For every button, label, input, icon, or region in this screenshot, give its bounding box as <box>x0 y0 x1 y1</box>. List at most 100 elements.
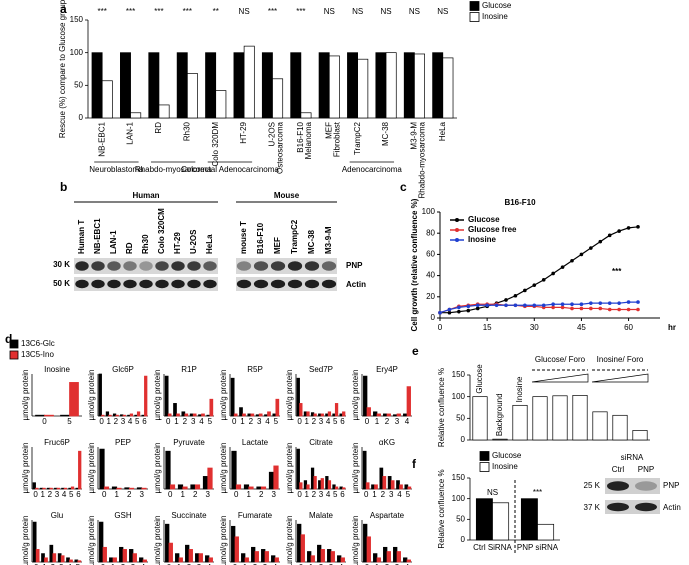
category-label: 2 <box>114 417 119 426</box>
bar <box>264 551 269 563</box>
bar <box>198 414 202 417</box>
category-label: 1 <box>243 563 248 565</box>
bar <box>374 484 378 490</box>
lane-label: MC-38 <box>307 229 316 254</box>
bar <box>190 484 196 490</box>
y-tick-label: 20 <box>426 292 435 301</box>
category-label: 1 <box>111 563 116 565</box>
chart-title: αKG <box>379 438 395 447</box>
legend-swatch <box>455 238 459 242</box>
bar <box>396 551 401 563</box>
category-label: 4 <box>265 417 270 426</box>
point <box>607 307 612 312</box>
legend-label: Glucose <box>468 215 500 224</box>
bar <box>347 52 359 119</box>
band <box>270 279 286 289</box>
band <box>187 279 201 289</box>
bar <box>233 52 245 119</box>
category-label: 3 <box>131 563 136 565</box>
category-label: 4 <box>62 490 67 499</box>
bar <box>300 112 312 119</box>
chart-title: Inosine <box>44 365 70 374</box>
marker-label: 37 K <box>584 503 601 512</box>
bar <box>201 413 205 417</box>
chart-title: Lactate <box>242 438 269 447</box>
annotation: *** <box>612 267 622 276</box>
category-label: 0 <box>34 563 39 565</box>
category-label: 3 <box>55 490 60 499</box>
bar <box>99 521 104 563</box>
band <box>171 279 185 289</box>
lane-label: U-2OS <box>189 229 198 254</box>
bar <box>334 486 339 490</box>
bar <box>260 486 267 490</box>
blot <box>236 258 337 274</box>
category-label: 2 <box>48 490 53 499</box>
point <box>617 229 621 233</box>
chart-title: Citrate <box>309 438 333 447</box>
bar <box>572 395 588 441</box>
category-label: Inosine <box>515 376 524 402</box>
bar <box>91 52 103 119</box>
point <box>570 302 574 307</box>
category-label: 3 <box>197 563 202 565</box>
bar <box>379 467 384 490</box>
category-label: M3-9-M <box>410 122 419 150</box>
bar <box>318 480 322 490</box>
point <box>607 301 612 305</box>
point <box>504 303 508 308</box>
category-label: 5 <box>406 490 411 499</box>
category-label: 0 <box>234 490 239 499</box>
bar <box>176 413 180 417</box>
bar <box>396 480 400 490</box>
bar <box>207 467 213 490</box>
y-axis-label: µmol/g protein <box>351 443 360 494</box>
bar <box>393 546 398 563</box>
category-label: 2 <box>51 563 56 565</box>
y-tick-label: 100 <box>422 207 436 216</box>
bar <box>215 90 227 119</box>
bar <box>307 551 312 563</box>
bar <box>132 553 137 563</box>
bar <box>325 413 329 417</box>
bar <box>112 413 117 417</box>
category-label: 2 <box>127 490 132 499</box>
bar <box>297 523 302 563</box>
category-label: 0 <box>166 417 171 426</box>
bar <box>520 498 538 541</box>
bar <box>122 549 127 563</box>
band <box>91 261 105 271</box>
category-label: 1 <box>309 563 314 565</box>
bar <box>383 546 388 563</box>
group-label: Rhabdo-myosarcoma <box>418 121 427 198</box>
category-label: 3 <box>319 417 324 426</box>
point <box>570 258 574 263</box>
category-label: 1 <box>240 417 245 426</box>
y-tick-label: 0 <box>461 535 466 544</box>
bar <box>101 80 113 119</box>
lane-label: HeLa <box>205 234 214 254</box>
legend-label: Glucose <box>482 1 512 10</box>
bar <box>32 521 37 563</box>
lane-label: M3-9-M <box>324 226 333 254</box>
category-label: 2 <box>381 490 386 499</box>
bar <box>243 45 255 119</box>
y-tick-label: 0 <box>79 113 84 122</box>
bar <box>129 549 134 563</box>
bar <box>255 414 260 417</box>
x-tick-label: 60 <box>624 323 633 332</box>
category-label: 2 <box>319 563 324 565</box>
bar <box>41 553 45 563</box>
y-axis-label: Cell growth (relative confluence %) <box>410 198 419 331</box>
point <box>589 246 593 250</box>
bar <box>472 396 488 441</box>
bar <box>376 413 381 417</box>
bar <box>357 58 369 119</box>
bar <box>373 553 378 563</box>
y-tick-label: 0 <box>431 313 436 322</box>
significance: NS <box>437 7 448 16</box>
bar <box>272 413 277 417</box>
significance: *** <box>154 7 163 16</box>
